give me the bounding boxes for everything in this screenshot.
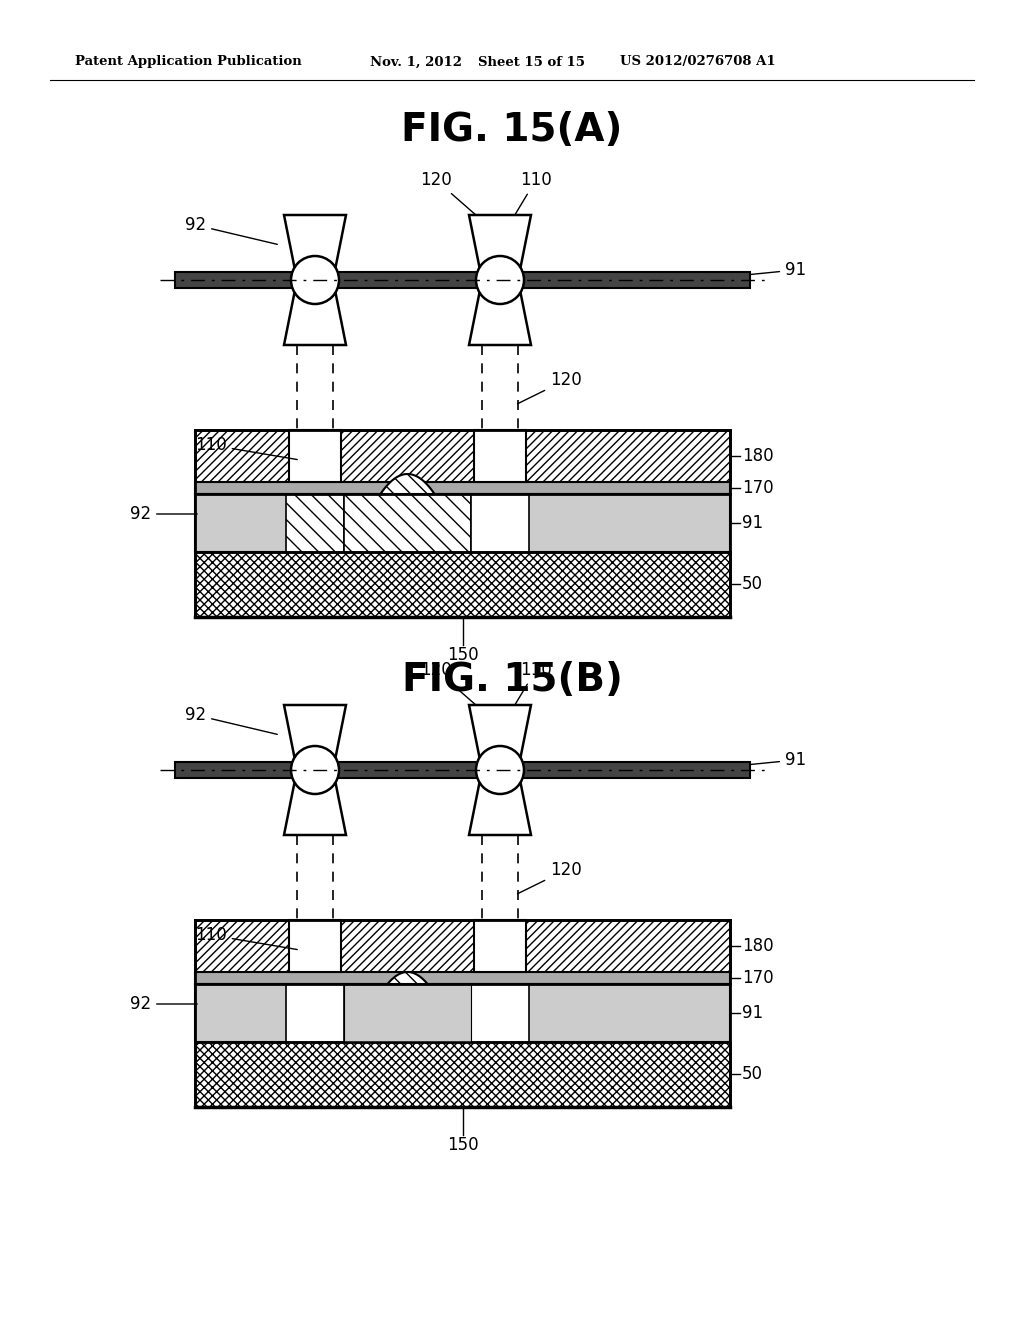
Text: Nov. 1, 2012: Nov. 1, 2012: [370, 55, 462, 69]
Bar: [471, 983, 529, 1041]
Bar: [344, 494, 471, 552]
Text: FIG. 15(B): FIG. 15(B): [401, 661, 623, 700]
Bar: [175, 762, 750, 777]
Text: 92: 92: [185, 216, 278, 244]
Bar: [195, 430, 730, 482]
Text: 50: 50: [742, 576, 763, 593]
Circle shape: [476, 746, 524, 795]
Text: 150: 150: [446, 1137, 478, 1154]
Bar: [344, 983, 471, 1041]
Bar: [471, 494, 529, 552]
Text: 180: 180: [742, 937, 773, 954]
Circle shape: [291, 256, 339, 304]
Text: FIG. 15(A): FIG. 15(A): [401, 111, 623, 149]
Polygon shape: [469, 705, 531, 770]
Bar: [195, 494, 730, 552]
Text: 150: 150: [446, 645, 478, 664]
Text: Patent Application Publication: Patent Application Publication: [75, 55, 302, 69]
Text: Sheet 15 of 15: Sheet 15 of 15: [478, 55, 585, 69]
Polygon shape: [469, 770, 531, 836]
Text: 120: 120: [420, 661, 483, 711]
Bar: [195, 552, 730, 616]
Polygon shape: [469, 280, 531, 345]
Text: 170: 170: [742, 969, 773, 987]
Text: 110: 110: [195, 436, 297, 459]
Bar: [344, 494, 471, 552]
Text: 110: 110: [511, 661, 552, 710]
Bar: [195, 983, 730, 1041]
Text: 120: 120: [517, 371, 582, 404]
Text: 92: 92: [185, 706, 278, 734]
Text: 92: 92: [130, 995, 198, 1012]
Text: 110: 110: [195, 927, 297, 949]
Text: 92: 92: [130, 506, 198, 523]
Text: 91: 91: [742, 1005, 763, 1022]
Text: 91: 91: [718, 261, 806, 279]
Polygon shape: [284, 280, 346, 345]
Polygon shape: [387, 972, 427, 983]
Polygon shape: [284, 705, 346, 770]
Polygon shape: [284, 215, 346, 280]
Bar: [474, 920, 526, 972]
Bar: [289, 430, 341, 482]
Circle shape: [476, 256, 524, 304]
Bar: [289, 920, 341, 972]
Text: US 2012/0276708 A1: US 2012/0276708 A1: [620, 55, 775, 69]
Text: 110: 110: [511, 172, 552, 220]
Text: 91: 91: [718, 751, 806, 770]
Text: 120: 120: [517, 861, 582, 894]
Bar: [286, 983, 344, 1041]
Polygon shape: [469, 215, 531, 280]
Text: 91: 91: [742, 513, 763, 532]
Bar: [286, 494, 344, 552]
Bar: [175, 272, 750, 288]
Bar: [195, 1041, 730, 1107]
Bar: [195, 482, 730, 494]
Text: 180: 180: [742, 447, 773, 465]
Text: 120: 120: [420, 172, 483, 222]
Polygon shape: [381, 474, 434, 494]
Bar: [474, 430, 526, 482]
Circle shape: [291, 746, 339, 795]
Text: 50: 50: [742, 1065, 763, 1082]
Bar: [195, 920, 730, 972]
Bar: [195, 972, 730, 983]
Text: 170: 170: [742, 479, 773, 498]
Polygon shape: [284, 770, 346, 836]
